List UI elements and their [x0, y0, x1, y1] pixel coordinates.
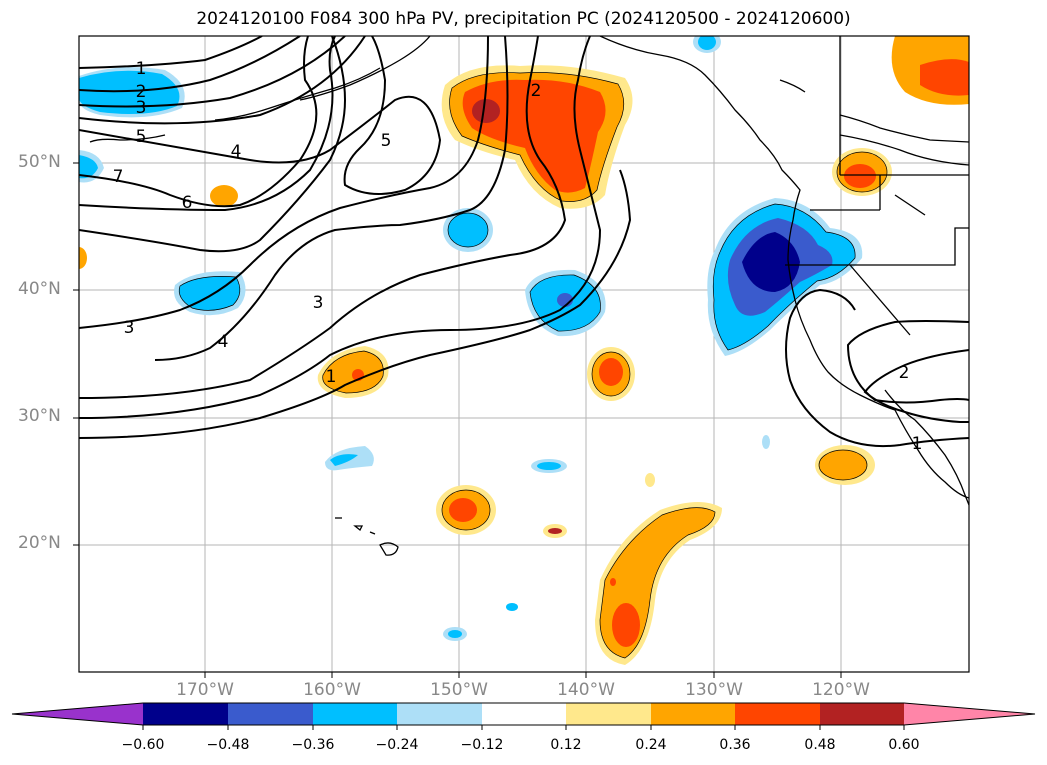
positive-anomaly-blob-w	[79, 185, 238, 269]
lat-label: 40°N	[18, 279, 61, 299]
colorbar-tick-label: −0.48	[206, 737, 250, 753]
negative-anomaly-blob-pnw	[707, 198, 863, 356]
colorbar-bin	[735, 703, 820, 725]
lat-label: 30°N	[18, 406, 61, 426]
anomaly-outlines	[178, 72, 888, 659]
contour-label: 1	[136, 59, 147, 79]
positive-anomaly-blob-34n	[587, 347, 635, 401]
lon-label: 120°W	[812, 680, 870, 700]
contour-label: 2	[531, 81, 542, 101]
positive-anomaly-blob-se	[595, 445, 875, 665]
plot-frame	[78, 35, 970, 673]
colorbar-bin	[313, 703, 397, 725]
contour-label: 2	[899, 363, 910, 383]
lon-label: 170°W	[176, 680, 234, 700]
contour-label: 6	[182, 193, 193, 213]
map-title: 2024120100 F084 300 hPa PV, precipitatio…	[196, 9, 851, 29]
colorbar-tick-label: −0.36	[291, 737, 335, 753]
colorbar-tick-label: 0.36	[719, 737, 751, 753]
pv-contours	[79, 36, 969, 448]
positive-anomaly-blob-33n	[317, 346, 389, 398]
contour-label: 3	[124, 318, 135, 338]
colorbar-bin	[482, 703, 566, 725]
colorbar-tick-label: −0.24	[375, 737, 419, 753]
contour-label: 5	[381, 131, 392, 151]
negative-anomaly-blob-small	[325, 36, 770, 641]
colorbar-bin	[228, 703, 313, 725]
colorbar-over-extend	[904, 703, 1035, 725]
colorbar-tick-label: 0.60	[888, 737, 920, 753]
positive-anomaly-blob-ne	[891, 36, 969, 105]
colorbar-tick-label: −0.60	[121, 737, 165, 753]
colorbar-tick-label: 0.48	[804, 737, 836, 753]
colorbar	[11, 702, 1036, 730]
lon-label: 160°W	[303, 680, 361, 700]
colorbar-bin	[397, 703, 482, 725]
contour-label: 3	[136, 98, 147, 118]
lon-label: 140°W	[557, 680, 615, 700]
contour-label: 3	[313, 293, 324, 313]
colorbar-tick-label: −0.12	[460, 737, 504, 753]
lat-label: 50°N	[18, 152, 61, 172]
contour-label: 4	[231, 142, 242, 162]
colorbar-bin	[566, 703, 651, 725]
contour-label: 1	[326, 367, 337, 387]
positive-anomaly-blob-hawaii	[436, 473, 655, 538]
colorbar-tick-label: 0.24	[635, 737, 667, 753]
positive-anomaly-blob-bc	[832, 148, 892, 196]
negative-anomaly-blob-44n	[443, 208, 493, 252]
lon-label: 150°W	[430, 680, 488, 700]
contour-label: 5	[136, 127, 147, 147]
coastlines	[89, 36, 969, 506]
colorbar-bin	[143, 703, 228, 725]
negative-anomaly-blob-nw	[79, 67, 185, 183]
hawaii-islands	[335, 517, 399, 556]
colorbar-under-extend	[12, 703, 143, 725]
contour-label: 2	[136, 82, 147, 102]
contour-label: 7	[113, 167, 124, 187]
colorbar-tick-label: 0.12	[550, 737, 582, 753]
colorbar-bin	[651, 703, 735, 725]
contour-label: 4	[218, 332, 229, 352]
contour-label: 1	[912, 434, 923, 454]
contour-labels: 1 2 3 5 4 7 6 5 2 3 3 4 1 2 1	[113, 59, 923, 454]
lat-label: 20°N	[18, 533, 61, 553]
lon-label: 130°W	[685, 680, 743, 700]
gridlines	[79, 36, 969, 672]
colorbar-bin	[820, 703, 904, 725]
